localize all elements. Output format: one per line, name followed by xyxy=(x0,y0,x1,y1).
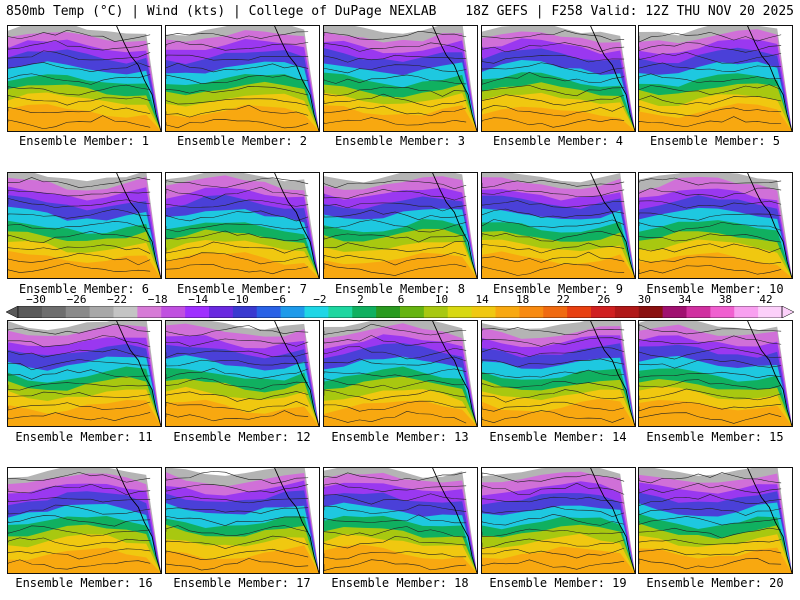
colorbar-labels: −30 −26 −22 −18 −14 −10 −6 −2 2 6 10 14 18 22 26 30 34 38… xyxy=(0,293,800,307)
ensemble-member-map xyxy=(638,467,793,574)
colorbar-swatch xyxy=(447,306,473,318)
colorbar-swatch xyxy=(591,306,616,318)
colorbar-swatch xyxy=(304,306,329,318)
ensemble-member-map xyxy=(7,25,162,132)
colorbar-swatch xyxy=(41,306,67,318)
colorbar-tick-label: −26 xyxy=(66,293,87,306)
ensemble-member-map xyxy=(7,172,162,279)
colorbar-tick-label: 26 xyxy=(597,293,611,306)
ensemble-member-label: Ensemble Member: 5 xyxy=(649,134,781,148)
colorbar-swatch xyxy=(734,306,759,318)
colorbar-swatch xyxy=(352,306,377,318)
colorbar-min-arrow xyxy=(6,306,19,318)
colorbar-swatch xyxy=(280,306,305,318)
ensemble-member-map xyxy=(165,25,320,132)
ensemble-member-map xyxy=(481,467,636,574)
colorbar-swatch xyxy=(89,306,114,318)
colorbar-swatch xyxy=(758,306,783,318)
colorbar-tick-label: 10 xyxy=(434,293,449,306)
ensemble-member-map xyxy=(481,172,636,279)
colorbar-swatch xyxy=(256,306,282,318)
colorbar-swatch xyxy=(519,306,544,318)
ensemble-member-map xyxy=(638,320,793,427)
colorbar-swatch xyxy=(65,306,91,318)
colorbar-swatch xyxy=(495,306,520,318)
ensemble-member-map xyxy=(165,467,320,574)
colorbar-tick-label: 42 xyxy=(759,293,773,306)
ensemble-member-label: Ensemble Member: 3 xyxy=(334,134,466,148)
ensemble-member-map xyxy=(165,320,320,427)
ensemble-member-map xyxy=(481,25,636,132)
ensemble-member-label: Ensemble Member: 12 xyxy=(173,430,311,444)
ensemble-member-label: Ensemble Member: 1 xyxy=(18,134,150,148)
colorbar-tick-label: 2 xyxy=(357,293,364,306)
ensemble-member-label: Ensemble Member: 9 xyxy=(492,282,624,296)
colorbar-tick-label: −6 xyxy=(272,293,286,306)
colorbar-swatch xyxy=(185,306,210,318)
ensemble-member-map xyxy=(323,320,478,427)
colorbar-tick-label: −2 xyxy=(313,293,327,306)
ensemble-member-map xyxy=(7,467,162,574)
colorbar-tick-label: 6 xyxy=(397,293,405,306)
ensemble-member-map xyxy=(7,320,162,427)
colorbar-swatch xyxy=(376,306,401,318)
colorbar-swatch xyxy=(471,306,496,318)
colorbar-swatch xyxy=(662,306,687,318)
colorbar-tick-label: −22 xyxy=(107,293,128,306)
ensemble-member-label: Ensemble Member: 14 xyxy=(489,430,627,444)
colorbar-swatch xyxy=(686,306,711,318)
colorbar-swatch xyxy=(710,306,735,318)
ensemble-member-label: Ensemble Member: 4 xyxy=(492,134,624,148)
ensemble-member-map xyxy=(323,25,478,132)
colorbar-tick-label: 34 xyxy=(678,293,692,306)
ensemble-member-label: Ensemble Member: 18 xyxy=(331,576,469,590)
ensemble-member-label: Ensemble Member: 10 xyxy=(646,282,784,296)
colorbar-swatch xyxy=(209,306,234,318)
colorbar-tick-label: 38 xyxy=(718,293,733,306)
colorbar-swatch xyxy=(567,306,592,318)
colorbar-swatch xyxy=(423,306,449,318)
temperature-colorbar xyxy=(6,306,794,318)
colorbar-swatch xyxy=(543,306,568,318)
colorbar-swatch xyxy=(232,306,258,318)
ensemble-member-map xyxy=(323,172,478,279)
ensemble-member-map xyxy=(638,172,793,279)
ensemble-member-label: Ensemble Member: 13 xyxy=(331,430,469,444)
run-valid-time: 18Z GEFS | F258 Valid: 12Z THU NOV 20 20… xyxy=(465,4,794,19)
ensemble-member-label: Ensemble Member: 8 xyxy=(334,282,466,296)
colorbar-swatch xyxy=(18,306,43,318)
colorbar-swatch xyxy=(400,306,425,318)
ensemble-member-map xyxy=(165,172,320,279)
ensemble-member-map xyxy=(481,320,636,427)
ensemble-member-map xyxy=(638,25,793,132)
colorbar-tick-label: 30 xyxy=(637,293,651,306)
colorbar-max-arrow xyxy=(781,306,794,318)
colorbar-tick-label: −18 xyxy=(147,293,168,306)
colorbar-tick-label: −10 xyxy=(228,293,249,306)
ensemble-member-label: Ensemble Member: 16 xyxy=(15,576,153,590)
colorbar-tick-label: 22 xyxy=(556,293,570,306)
ensemble-member-label: Ensemble Member: 7 xyxy=(176,282,308,296)
ensemble-member-label: Ensemble Member: 15 xyxy=(646,430,784,444)
ensemble-member-label: Ensemble Member: 17 xyxy=(173,576,311,590)
colorbar-tick-label: 18 xyxy=(516,293,530,306)
product-title: 850mb Temp (°C) | Wind (kts) | College o… xyxy=(6,4,437,19)
ensemble-member-label: Ensemble Member: 2 xyxy=(176,134,308,148)
ensemble-member-label: Ensemble Member: 19 xyxy=(489,576,627,590)
ensemble-member-label: Ensemble Member: 11 xyxy=(15,430,153,444)
ensemble-member-map xyxy=(323,467,478,574)
colorbar-swatch xyxy=(161,306,186,318)
colorbar-swatch xyxy=(328,306,353,318)
colorbar-tick-label: −14 xyxy=(188,293,209,306)
colorbar-tick-label: 14 xyxy=(475,293,489,306)
ensemble-member-label: Ensemble Member: 6 xyxy=(18,282,150,296)
ensemble-member-label: Ensemble Member: 20 xyxy=(646,576,784,590)
colorbar-swatch xyxy=(614,306,640,318)
colorbar-tick-label: −30 xyxy=(26,293,46,306)
colorbar-swatch xyxy=(137,306,162,318)
colorbar-swatch xyxy=(113,306,138,318)
colorbar-swatch xyxy=(638,306,664,318)
